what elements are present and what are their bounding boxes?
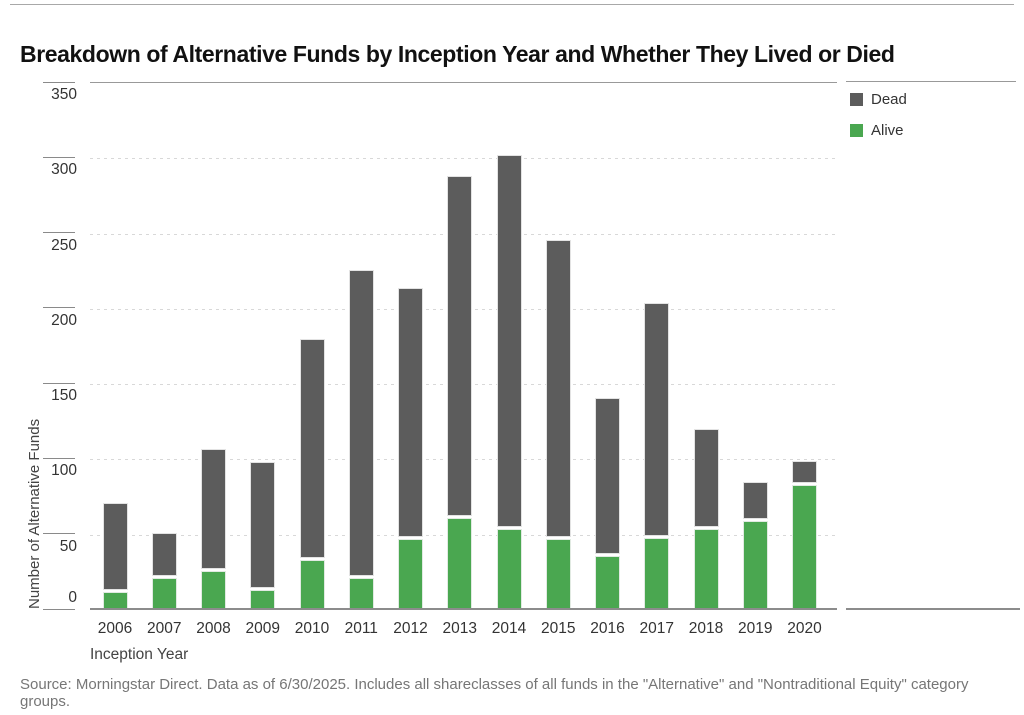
- gridline-300: [90, 158, 837, 160]
- bar-2010-dead: [299, 338, 325, 559]
- bar-2013-alive: [447, 518, 473, 610]
- plot-area: [90, 82, 837, 610]
- chart-title: Breakdown of Alternative Funds by Incept…: [20, 41, 895, 68]
- legend-top-rule: [846, 81, 1016, 82]
- x-tick-label-2006: 2006: [97, 620, 133, 637]
- bar-2006-dead: [102, 503, 128, 590]
- bar-2014-alive: [496, 528, 522, 610]
- x-tick-label-2013: 2013: [442, 620, 477, 637]
- bar-2008-dead: [201, 448, 226, 569]
- bar-2016-alive: [595, 555, 620, 610]
- bar-2014-dead: [496, 155, 522, 527]
- bar-2015-dead: [545, 239, 571, 538]
- bar-2017-dead: [644, 302, 670, 536]
- bar-2012-dead: [398, 287, 423, 538]
- bar-2019-alive: [742, 521, 768, 610]
- bar-2020-dead: [792, 460, 817, 484]
- y-tick-label-250: 250: [51, 236, 77, 254]
- alive-swatch-icon: [850, 124, 863, 137]
- bar-2009-dead: [250, 462, 276, 589]
- y-tick-50: [43, 533, 75, 535]
- page-top-rule: [10, 4, 1014, 5]
- x-tick-label-2010: 2010: [294, 620, 330, 637]
- y-tick-0: [43, 608, 75, 610]
- x-tick-label-2016: 2016: [590, 620, 625, 637]
- bar-2016-dead: [595, 397, 620, 554]
- bar-2018-dead: [693, 429, 719, 527]
- y-tick-150: [43, 382, 75, 384]
- y-axis-title: Number of Alternative Funds: [26, 418, 43, 609]
- y-tick-label-50: 50: [59, 537, 77, 555]
- y-tick-label-350: 350: [51, 86, 77, 103]
- bar-2008-alive: [201, 570, 226, 610]
- x-tick-label-2019: 2019: [738, 620, 773, 637]
- y-tick-100: [43, 457, 75, 459]
- bar-2011-dead: [348, 269, 374, 577]
- x-tick-label-2014: 2014: [491, 620, 527, 637]
- x-tick-label-2011: 2011: [344, 620, 378, 637]
- x-tick-label-2008: 2008: [196, 620, 231, 637]
- x-tick-label-2009: 2009: [245, 620, 280, 637]
- x-tick-label-2017: 2017: [639, 620, 674, 637]
- bar-2012-alive: [398, 539, 423, 610]
- y-tick-300: [43, 156, 75, 158]
- x-tick-label-2015: 2015: [541, 620, 576, 637]
- bar-2007-dead: [151, 533, 177, 577]
- y-tick-200: [43, 307, 75, 309]
- dead-swatch-icon: [850, 93, 863, 106]
- x-tick-label-2012: 2012: [393, 620, 428, 637]
- bar-2017-alive: [644, 537, 670, 610]
- y-tick-label-200: 200: [51, 311, 77, 329]
- x-tick-label-2007: 2007: [147, 620, 182, 637]
- legend-label-dead: Dead: [871, 91, 907, 108]
- bar-2019-dead: [742, 482, 768, 520]
- x-axis-title: Inception Year: [90, 646, 189, 663]
- y-tick-350: [43, 81, 75, 83]
- legend-bottom-rule: [846, 607, 1020, 610]
- x-tick-label-2020: 2020: [787, 620, 822, 637]
- source-note: Source: Morningstar Direct. Data as of 6…: [20, 676, 969, 710]
- bar-2010-alive: [299, 560, 325, 610]
- y-tick-label-100: 100: [51, 462, 77, 480]
- y-tick-label-300: 300: [51, 161, 77, 179]
- y-tick-label-0: 0: [68, 589, 77, 606]
- x-axis-line: [90, 607, 837, 610]
- bar-2011-alive: [348, 578, 374, 610]
- x-tick-label-2018: 2018: [688, 620, 724, 637]
- y-tick-label-150: 150: [51, 387, 77, 405]
- bar-2020-alive: [792, 485, 817, 610]
- bar-2009-alive: [250, 590, 276, 610]
- bar-2015-alive: [545, 539, 571, 610]
- bar-2007-alive: [151, 578, 177, 610]
- bar-2018-alive: [693, 528, 719, 610]
- bar-2013-dead: [447, 176, 473, 517]
- legend-label-alive: Alive: [871, 122, 904, 139]
- y-tick-250: [43, 232, 75, 234]
